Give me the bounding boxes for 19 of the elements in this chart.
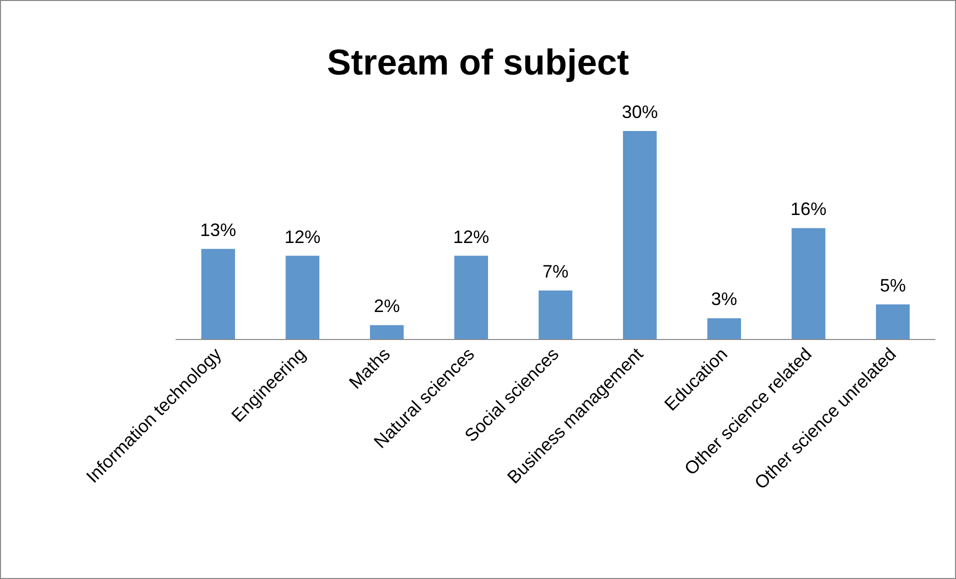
data-label: 30% bbox=[622, 102, 658, 122]
data-label: 12% bbox=[284, 226, 321, 247]
data-label: 3% bbox=[711, 289, 738, 310]
bar bbox=[370, 325, 404, 339]
chart-title: Stream of subject bbox=[326, 42, 630, 82]
bar bbox=[876, 304, 910, 339]
data-label: 2% bbox=[374, 296, 400, 316]
data-label: 13% bbox=[200, 220, 236, 240]
bar bbox=[622, 131, 657, 339]
bar bbox=[792, 228, 826, 339]
bar bbox=[201, 248, 236, 339]
bar bbox=[538, 290, 572, 339]
bar bbox=[286, 256, 320, 339]
data-label: 16% bbox=[790, 199, 827, 220]
bar bbox=[454, 256, 488, 339]
bar bbox=[707, 318, 742, 339]
data-label: 7% bbox=[542, 261, 569, 282]
data-label: 5% bbox=[880, 275, 906, 296]
data-label: 12% bbox=[453, 226, 490, 247]
